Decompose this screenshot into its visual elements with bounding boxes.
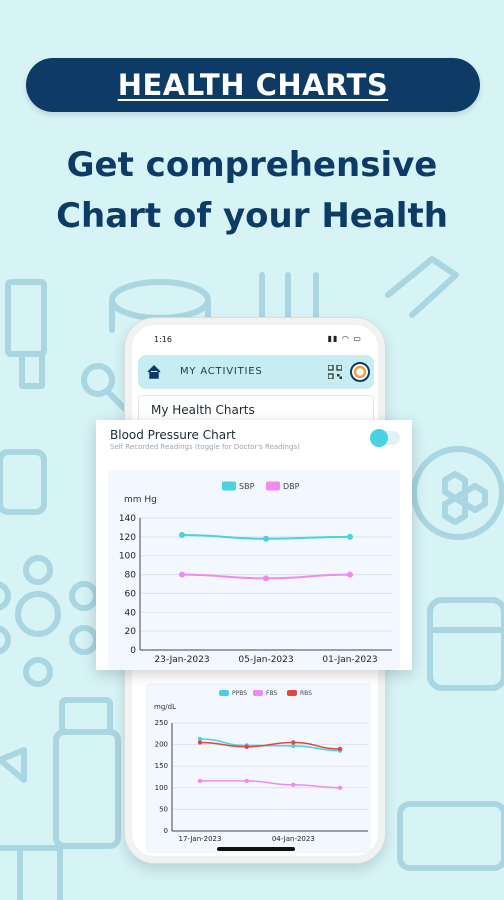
- app-bar-title: MY ACTIVITIES: [180, 366, 263, 377]
- glucose-chart: PPBS FBS RBS mg/dL 0 50 100 150 200 250 17-Jan-202…: [154, 690, 368, 843]
- y-tick-label: 100: [119, 552, 136, 562]
- y-tick-label: 0: [130, 646, 136, 656]
- data-point-dbp: [347, 571, 353, 578]
- serum-bottle-icon: [53, 697, 121, 849]
- data-point-sbp: [179, 531, 185, 538]
- y-tick-label: 100: [155, 784, 168, 792]
- legend-swatch-sbp: [222, 481, 236, 491]
- blood-pressure-card: Blood Pressure Chart Self Recorded Readi…: [96, 420, 412, 670]
- data-point-dbp: [263, 575, 269, 582]
- legend-label-sbp: SBP: [239, 482, 255, 491]
- data-point-rbs: [337, 746, 343, 752]
- y-tick-label: 200: [155, 741, 168, 749]
- data-point-rbs: [197, 740, 203, 745]
- doctor-readings-toggle[interactable]: [370, 429, 400, 447]
- x-tick-label: 05-Jan-2023: [238, 655, 293, 665]
- legend-swatch-ppbs: [219, 690, 229, 696]
- y-tick-label: 140: [119, 514, 136, 524]
- bp-chart-subtitle: Self Recorded Readings (toggle for Docto…: [110, 443, 300, 451]
- x-tick-label: 01-Jan-2023: [322, 655, 377, 665]
- status-bar: 1:16 ▮▮ ◠ ▭: [132, 325, 378, 355]
- legend-swatch-dbp: [266, 481, 280, 491]
- status-time: 1:16: [154, 335, 172, 344]
- toggle-knob: [370, 429, 388, 447]
- y-tick-label: 80: [125, 571, 137, 581]
- headline-line-1: Get comprehensive: [66, 145, 438, 185]
- bp-chart-area: [108, 470, 400, 670]
- bp-chart-title: Blood Pressure Chart: [110, 428, 236, 442]
- data-point-sbp: [347, 533, 353, 540]
- status-icons: ▮▮ ◠ ▭: [327, 334, 362, 343]
- cream-jar-icon: [427, 597, 504, 691]
- y-axis-label: mm Hg: [124, 495, 157, 505]
- home-indicator: [217, 847, 295, 851]
- x-tick-label: 04-Jan-2023: [272, 835, 315, 843]
- legend-swatch-fbs: [253, 690, 263, 696]
- legend-label-fbs: FBS: [266, 690, 277, 697]
- series-line-fbs: [200, 780, 341, 789]
- data-point-sbp: [263, 535, 269, 542]
- molecule-icon: [0, 555, 99, 687]
- y-tick-label: 120: [119, 533, 136, 543]
- glucose-chart-area: [146, 683, 371, 853]
- qr-code-icon[interactable]: [328, 365, 342, 379]
- data-point-rbs: [291, 740, 296, 745]
- y-tick-label: 40: [125, 608, 137, 618]
- legend-label-dbp: DBP: [283, 482, 300, 491]
- y-tick-label: 250: [155, 719, 168, 727]
- home-icon[interactable]: [146, 364, 162, 380]
- data-point-fbs: [291, 782, 296, 787]
- data-point-ppbs: [291, 743, 296, 749]
- app-bar: MY ACTIVITIES: [138, 355, 374, 389]
- legend-label-rbs: RBS: [300, 690, 312, 697]
- y-tick-label: 60: [125, 589, 137, 599]
- data-point-fbs: [337, 785, 343, 790]
- banner-title: HEALTH CHARTS: [117, 68, 389, 102]
- data-point-fbs: [197, 778, 203, 784]
- x-tick-label: 23-Jan-2023: [154, 655, 209, 665]
- y-tick-label: 0: [164, 827, 168, 835]
- dropper-icon: [385, 256, 459, 318]
- data-point-rbs: [244, 744, 249, 749]
- y-tick-label: 50: [159, 805, 168, 813]
- legend-label-ppbs: PPBS: [232, 690, 247, 697]
- y-axis-label: mg/dL: [154, 703, 176, 711]
- data-point-fbs: [244, 778, 249, 784]
- data-point-ppbs: [197, 736, 203, 742]
- legend-swatch-rbs: [287, 690, 297, 696]
- honeycomb-icon: [411, 446, 504, 540]
- headline: Get comprehensive Chart of your Health: [0, 140, 504, 242]
- leaf-icon: [0, 747, 27, 783]
- series-line-rbs: [199, 741, 341, 750]
- headline-line-2: Chart of your Health: [56, 196, 448, 236]
- compact-icon: [0, 449, 47, 515]
- series-line-ppbs: [199, 738, 341, 752]
- magnifier-icon: [81, 363, 129, 413]
- pot-icon: [0, 845, 63, 900]
- soap-icon: [397, 801, 504, 871]
- health-charts-banner: HEALTH CHARTS: [26, 58, 480, 112]
- tube-icon: [5, 279, 47, 389]
- data-point-dbp: [179, 571, 185, 578]
- profile-icon[interactable]: [350, 362, 370, 382]
- y-tick-label: 20: [125, 627, 137, 637]
- x-tick-label: 17-Jan-2023: [179, 835, 222, 843]
- bp-chart: SBP DBP mm Hg 0 20 40 60 80 100 120 140 23-Jan-2023…: [119, 481, 392, 665]
- y-tick-label: 150: [155, 762, 168, 770]
